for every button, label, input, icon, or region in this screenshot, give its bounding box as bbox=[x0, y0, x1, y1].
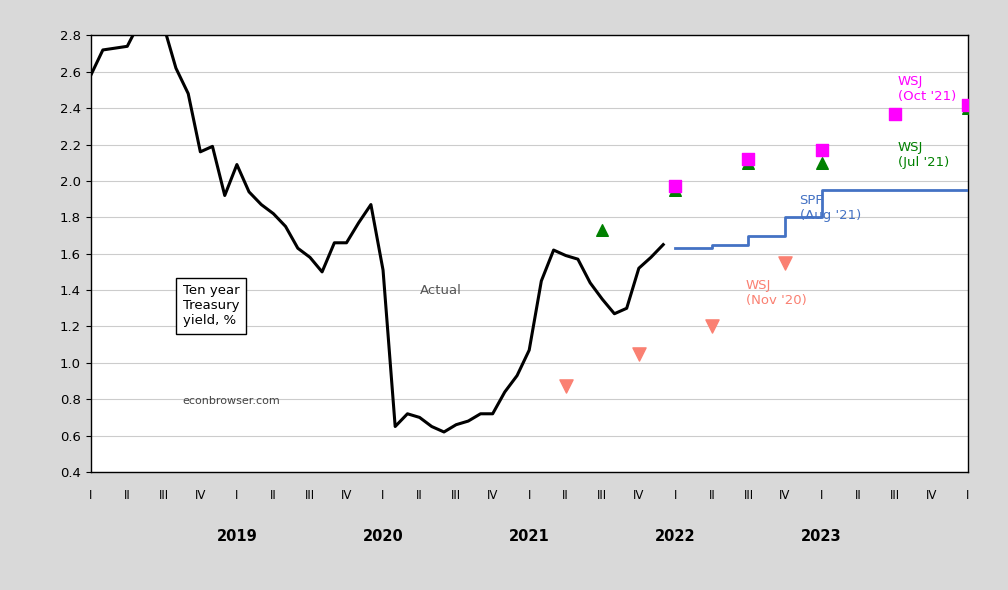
Point bbox=[813, 158, 830, 168]
Point bbox=[813, 145, 830, 155]
Text: 2020: 2020 bbox=[363, 529, 403, 544]
Text: IV: IV bbox=[195, 490, 206, 503]
Text: II: II bbox=[270, 490, 277, 503]
Text: IV: IV bbox=[779, 490, 790, 503]
Text: IV: IV bbox=[633, 490, 644, 503]
Text: IV: IV bbox=[487, 490, 498, 503]
Text: III: III bbox=[889, 490, 900, 503]
Point bbox=[960, 103, 976, 113]
Text: III: III bbox=[451, 490, 462, 503]
Text: IV: IV bbox=[341, 490, 352, 503]
Text: Ten year
Treasury
yield, %: Ten year Treasury yield, % bbox=[182, 284, 240, 327]
Point bbox=[886, 109, 902, 119]
Point bbox=[667, 182, 683, 191]
Text: I: I bbox=[381, 490, 385, 503]
Text: IV: IV bbox=[925, 490, 936, 503]
Text: III: III bbox=[304, 490, 316, 503]
Text: WSJ
(Oct '21): WSJ (Oct '21) bbox=[897, 76, 956, 103]
Text: I: I bbox=[673, 490, 677, 503]
Text: II: II bbox=[855, 490, 862, 503]
Text: I: I bbox=[966, 490, 970, 503]
Text: II: II bbox=[416, 490, 423, 503]
Point bbox=[777, 258, 793, 267]
Text: I: I bbox=[235, 490, 239, 503]
Text: WSJ
(Nov '20): WSJ (Nov '20) bbox=[746, 279, 806, 307]
Text: Actual: Actual bbox=[419, 284, 462, 297]
Point bbox=[960, 100, 976, 109]
Text: II: II bbox=[709, 490, 716, 503]
Point bbox=[740, 155, 756, 164]
Text: III: III bbox=[597, 490, 608, 503]
Text: I: I bbox=[527, 490, 531, 503]
Point bbox=[594, 225, 610, 235]
Point bbox=[886, 109, 902, 119]
Text: 2021: 2021 bbox=[509, 529, 549, 544]
Point bbox=[631, 349, 647, 359]
Text: III: III bbox=[743, 490, 754, 503]
Text: 2019: 2019 bbox=[217, 529, 257, 544]
Text: I: I bbox=[820, 490, 824, 503]
Text: I: I bbox=[89, 490, 93, 503]
Point bbox=[557, 382, 574, 391]
Text: WSJ
(Jul '21): WSJ (Jul '21) bbox=[897, 141, 949, 169]
Text: 2022: 2022 bbox=[655, 529, 696, 544]
Text: SPF
(Aug '21): SPF (Aug '21) bbox=[799, 194, 861, 222]
Text: econbrowser.com: econbrowser.com bbox=[182, 395, 280, 405]
Point bbox=[704, 322, 720, 331]
Text: II: II bbox=[124, 490, 131, 503]
Text: II: II bbox=[562, 490, 570, 503]
Point bbox=[667, 185, 683, 195]
Point bbox=[740, 158, 756, 168]
Text: III: III bbox=[158, 490, 169, 503]
Text: 2023: 2023 bbox=[801, 529, 842, 544]
